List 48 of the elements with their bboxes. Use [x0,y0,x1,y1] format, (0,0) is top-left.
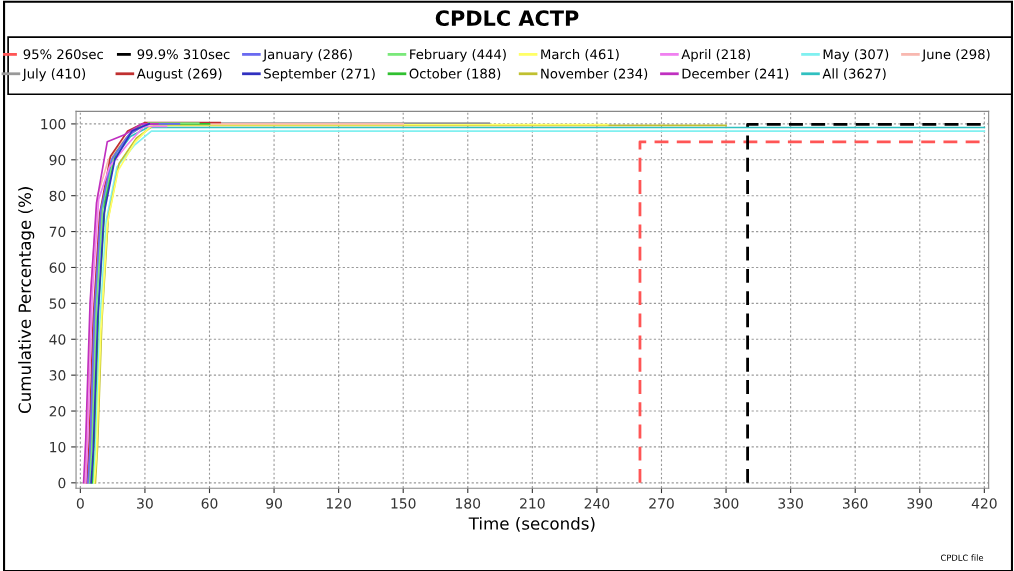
legend-label: 95% 260sec [23,49,103,60]
x-tick-label: 300 [713,498,739,509]
y-tick-label: 70 [49,226,66,238]
legend-label: October (188) [409,68,501,81]
y-tick-label: 30 [49,370,66,381]
legend-label: August (269) [136,68,222,82]
legend-label: January (286) [262,49,352,62]
legend-label: September (271) [264,68,375,82]
y-tick-label: 50 [49,298,66,309]
x-tick-label: 150 [391,498,416,509]
x-tick-label: 270 [649,498,674,509]
y-tick-label: 0 [58,477,66,489]
legend-label: April (218) [681,48,750,62]
text: CPDLC file [940,554,984,561]
legend-label: November (234) [541,68,648,81]
legend-label: May (307) [823,49,889,62]
chart-title: CPDLC ACTP [435,10,579,27]
y-tick-label: 20 [49,406,66,417]
x-tick-label: 390 [907,498,933,509]
y-tick-label: 10 [50,441,66,453]
x-tick-label: 30 [137,498,153,509]
x-tick-label: 90 [266,498,282,509]
line-series [90,123,151,484]
legend-label: December (241) [682,68,789,81]
x-tick-label: 180 [456,498,481,509]
y-axis-title: Cumulative Percentage (%) [18,187,35,413]
legend-label: All (3627) [822,68,886,81]
x-tick-label: 420 [971,498,997,509]
x-tick-label: 0 [76,498,84,509]
x-tick-label: 240 [584,498,610,509]
legend-label: July (410) [22,68,86,82]
legend-label: 99.9% 310sec [137,49,230,60]
x-tick-label: 60 [201,498,218,509]
y-tick-label: 40 [49,334,66,345]
x-axis-title: Time (seconds) [468,516,595,532]
line-series [94,124,727,484]
legend-label: February (444) [410,48,506,62]
y-tick-label: 80 [49,190,66,202]
y-tick-label: 60 [49,262,66,273]
x-tick-label: 330 [778,498,803,509]
x-tick-label: 360 [843,498,868,509]
x-tick-label: 120 [326,498,351,509]
y-tick-label: 100 [41,118,66,130]
x-tick-label: 210 [520,498,545,509]
y-tick-label: 90 [49,154,66,166]
line-series [87,123,181,484]
legend-label: June (298) [921,49,990,62]
legend-label: March (461) [541,48,619,61]
